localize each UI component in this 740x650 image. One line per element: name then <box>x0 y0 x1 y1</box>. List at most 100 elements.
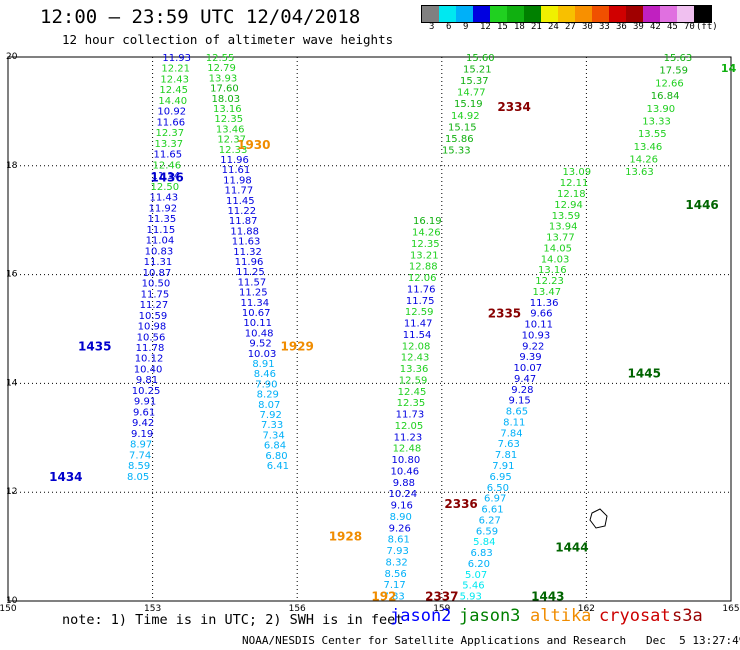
wave-height-value: 8.32 <box>386 557 408 568</box>
colorbar-swatch <box>592 6 609 22</box>
wave-height-value: 13.46 <box>216 124 245 135</box>
colorbar-swatch <box>507 6 524 22</box>
wave-height-value: 11.63 <box>232 237 261 248</box>
wave-height-value: 11.77 <box>225 186 254 197</box>
wave-height-value: 6.97 <box>484 494 506 505</box>
colorbar-swatch <box>473 6 490 22</box>
wave-height-value: 11.57 <box>238 277 267 288</box>
wave-height-value: 7.92 <box>260 410 282 421</box>
y-tick-label: 20 <box>6 52 18 62</box>
wave-height-value: 9.52 <box>249 339 271 350</box>
wave-height-value: 7.74 <box>129 450 151 461</box>
y-tick-label: 14 <box>6 378 18 388</box>
wave-height-value: 15.60 <box>466 53 495 64</box>
wave-height-value: 13.90 <box>647 104 676 115</box>
y-tick-label: 16 <box>6 270 18 280</box>
wave-height-value: 15.37 <box>460 76 489 87</box>
colorbar-label: 45 <box>667 22 678 32</box>
wave-height-value: 13.21 <box>410 250 439 261</box>
wave-height-value: 11.45 <box>226 196 255 207</box>
wave-height-value: 8.97 <box>130 440 152 451</box>
wave-height-value: 12.43 <box>160 74 189 85</box>
wave-height-value: 18.03 <box>212 94 241 105</box>
legend-cryosat: cryosat <box>599 606 671 626</box>
wave-height-value: 11.25 <box>239 288 268 299</box>
wave-height-value: 11.96 <box>220 155 249 166</box>
wave-height-value: 7.34 <box>262 430 284 441</box>
wave-height-value: 11.96 <box>235 257 264 268</box>
wave-height-value: 14.40 <box>158 96 187 107</box>
wave-height-value: 12.35 <box>214 114 243 125</box>
pass-time-label: 1930 <box>237 138 270 152</box>
wave-height-value: 10.92 <box>157 107 186 118</box>
wave-height-value: 6.95 <box>489 472 511 483</box>
x-tick-label: 165 <box>722 604 739 614</box>
wave-height-value: 12.37 <box>217 135 246 146</box>
wave-height-value: 11.04 <box>146 236 175 247</box>
colorbar-label: 3 <box>429 22 435 32</box>
wave-height-value: 9.66 <box>530 309 552 320</box>
colorbar-swatch <box>558 6 575 22</box>
colorbar-label: 42 <box>650 22 661 32</box>
wave-height-value: 9.42 <box>132 418 154 429</box>
wave-height-value: 6.27 <box>479 515 501 526</box>
wave-height-value: 6.50 <box>487 483 509 494</box>
colorbar-label: 12 <box>480 22 491 32</box>
colorbar-swatch <box>626 6 643 22</box>
wave-height-value: 13.16 <box>213 104 242 115</box>
wave-height-value: 13.93 <box>209 73 238 84</box>
pass-time-label: 1443 <box>531 590 564 604</box>
colorbar-swatch <box>575 6 592 22</box>
x-tick-label: 150 <box>0 604 17 614</box>
wave-height-value: 8.65 <box>506 407 528 418</box>
pass-time-label: 2337 <box>425 590 458 604</box>
wave-height-value: 11.22 <box>227 206 256 217</box>
wave-height-value: 11.34 <box>240 298 269 309</box>
wave-height-value: 12.48 <box>393 444 422 455</box>
wave-height-value: 5.93 <box>460 592 482 603</box>
colorbar-swatch <box>609 6 626 22</box>
colorbar <box>421 5 712 23</box>
wave-height-value: 9.28 <box>511 385 533 396</box>
colorbar-label: 18 <box>514 22 525 32</box>
pass-time-label: 1434 <box>49 470 82 484</box>
wave-height-value: 10.11 <box>524 320 553 331</box>
colorbar-label: 15 <box>497 22 508 32</box>
wave-height-value: 13.09 <box>562 167 591 178</box>
colorbar-swatch <box>439 6 456 22</box>
wave-height-value: 11.36 <box>530 298 559 309</box>
wave-height-value: 8.07 <box>258 400 280 411</box>
colorbar-label: 27 <box>565 22 576 32</box>
colorbar-label: (ft) <box>696 22 718 32</box>
wave-height-value: 10.80 <box>392 455 421 466</box>
wave-height-value: 6.59 <box>476 526 498 537</box>
wave-height-value: 8.46 <box>254 369 276 380</box>
pass-time-label: 2335 <box>488 307 521 321</box>
wave-height-value: 10.67 <box>242 308 271 319</box>
wave-height-value: 7.84 <box>500 428 522 439</box>
wave-height-value: 11.78 <box>136 343 165 354</box>
wave-height-value: 5.84 <box>473 537 495 548</box>
wave-height-value: 11.25 <box>236 267 265 278</box>
plot-frame <box>7 56 732 602</box>
footnote: note: 1) Time is in UTC; 2) SWH is in fe… <box>62 612 404 628</box>
wave-height-value: 9.47 <box>514 374 536 385</box>
wave-height-value: 12.35 <box>397 398 426 409</box>
wave-height-value: 10.87 <box>143 268 172 279</box>
wave-height-value: 17.60 <box>210 84 239 95</box>
wave-height-value: 10.98 <box>138 322 167 333</box>
wave-height-value: 13.55 <box>638 129 667 140</box>
colorbar-swatch <box>456 6 473 22</box>
wave-height-value: 11.15 <box>147 225 176 236</box>
wave-height-value: 11.88 <box>230 226 259 237</box>
wave-height-value: 12.08 <box>402 341 431 352</box>
wave-height-value: 11.66 <box>156 117 185 128</box>
wave-height-value: 8.90 <box>390 512 412 523</box>
wave-height-value: 11.32 <box>233 247 262 258</box>
wave-height-value: 7.33 <box>261 420 283 431</box>
wave-height-value: 5.46 <box>462 581 484 592</box>
colorbar-label: 6 <box>446 22 452 32</box>
wave-height-value: 7.83 <box>382 592 404 603</box>
colorbar-label: 39 <box>633 22 644 32</box>
